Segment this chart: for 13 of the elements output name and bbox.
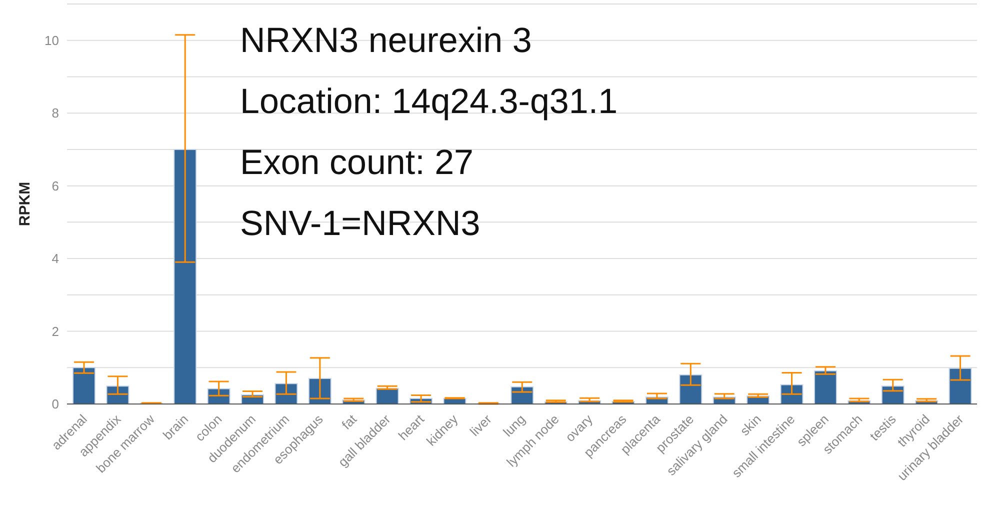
annotation: SNV-1=NRXN3 xyxy=(240,203,482,245)
x-tick-label: lung xyxy=(500,412,528,440)
y-tick-label: 0 xyxy=(52,396,59,412)
x-tick-label: liver xyxy=(466,411,495,439)
y-axis-title: RPKM xyxy=(16,182,34,226)
y-tick-label: 4 xyxy=(52,251,59,266)
annotation: NRXN3 neurexin 3 xyxy=(240,20,533,62)
y-tick-label: 10 xyxy=(44,32,59,48)
y-tick-label: 2 xyxy=(52,324,59,339)
annotation: Exon count: 27 xyxy=(240,142,474,184)
y-tick-label: 6 xyxy=(52,178,59,194)
y-tick-label: 8 xyxy=(52,106,59,121)
annotation: Location: 14q24.3-q31.1 xyxy=(240,81,618,123)
